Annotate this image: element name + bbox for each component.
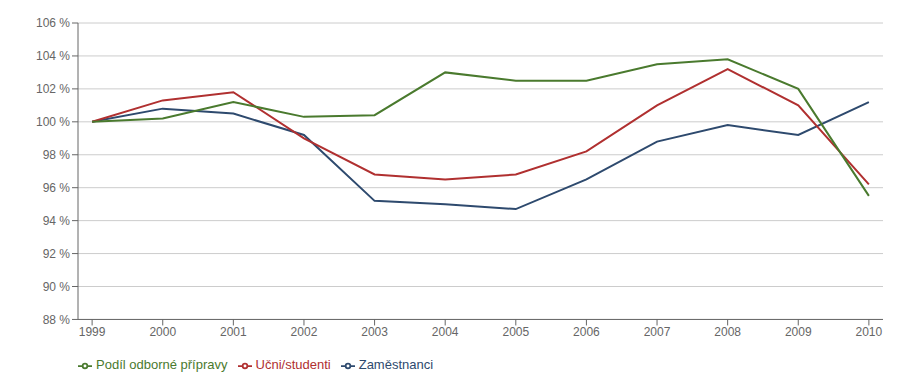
svg-text:102 %: 102 % xyxy=(36,82,70,96)
svg-text:94 %: 94 % xyxy=(43,214,71,228)
svg-text:2009: 2009 xyxy=(785,325,812,339)
svg-text:2010: 2010 xyxy=(856,325,883,339)
svg-text:2007: 2007 xyxy=(644,325,671,339)
svg-text:2001: 2001 xyxy=(220,325,247,339)
svg-text:2008: 2008 xyxy=(714,325,741,339)
svg-text:2006: 2006 xyxy=(573,325,600,339)
html-text:Zaměstnanci: Zaměstnanci xyxy=(358,357,434,373)
svg-text:100 %: 100 % xyxy=(36,115,70,129)
svg-text:106 %: 106 % xyxy=(36,16,70,30)
svg-text:98 %: 98 % xyxy=(43,148,71,162)
svg-text:104 %: 104 % xyxy=(36,49,70,63)
html-text:Podíl odborné přípravy: Podíl odborné přípravy xyxy=(96,357,228,373)
svg-text:2000: 2000 xyxy=(149,325,176,339)
svg-text:88 %: 88 % xyxy=(43,313,71,327)
html-text:Učni/studenti: Učni/studenti xyxy=(255,357,331,373)
svg-text:92 %: 92 % xyxy=(43,247,71,261)
svg-text:2003: 2003 xyxy=(361,325,388,339)
svg-text:2004: 2004 xyxy=(432,325,459,339)
svg-text:2002: 2002 xyxy=(291,325,318,339)
svg-text:2005: 2005 xyxy=(502,325,529,339)
svg-text:1999: 1999 xyxy=(79,325,106,339)
svg-text:96 %: 96 % xyxy=(43,181,71,195)
svg-text:90 %: 90 % xyxy=(43,280,71,294)
